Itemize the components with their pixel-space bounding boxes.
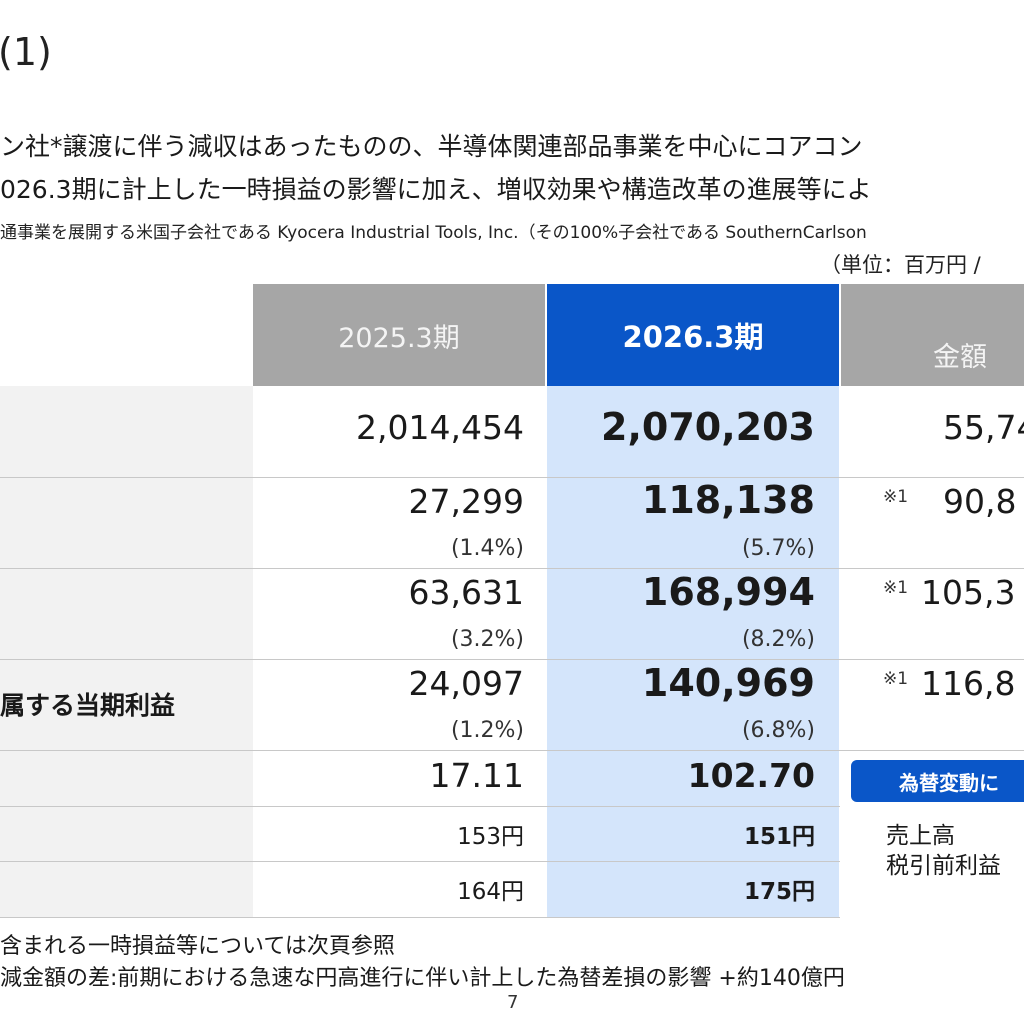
lead-text-line-2: 026.3期に計上した一時損益の影響に加え、増収効果や構造改革の進展等によ [0,175,872,204]
cell-prev-value: 27,299 [408,482,524,521]
cell-diff-value: 55,74 [943,408,1024,447]
cell-prev-value: 63,631 [408,573,524,612]
page-number: 7 [507,992,519,1013]
cell-prev-value: 2,014,454 [356,408,524,447]
footnote-marker: ※1 [883,578,909,598]
row-label-net-profit: 属する当期利益 [0,691,176,720]
row-divider [0,568,1024,569]
lead-text-line-1: ン社*譲渡に伴う減収はあったものの、半導体関連部品事業を中心にコアコン [0,132,863,161]
row-divider [0,861,840,862]
row-divider [0,806,840,807]
cell-prev-value: 17.11 [429,756,524,795]
header-amount: 金額 [841,284,1024,386]
current-period-column-highlight [547,386,839,918]
top-note: 通事業を展開する米国子会社である Kyocera Industrial Tool… [0,223,867,243]
row-divider [0,659,1024,660]
cell-curr-ratio: (8.2%) [741,627,815,652]
footnote-marker: ※1 [883,669,909,689]
cell-prev-ratio: (3.2%) [450,627,524,652]
row-divider [0,477,1024,478]
fx-item-revenue: 売上高 [886,823,955,849]
cell-prev-value: 153円 [457,824,524,850]
cell-prev-ratio: (1.2%) [450,718,524,743]
cell-diff-value: 90,8 [943,482,1017,521]
cell-prev-value: 24,097 [408,664,524,703]
cell-diff-value: 116,8 [921,664,1016,703]
footnote-2: 減金額の差:前期における急速な円高進行に伴い計上した為替差損の影響 +約140億… [0,966,845,991]
cell-prev-ratio: (1.4%) [450,536,524,561]
row-divider [0,750,1024,751]
fx-item-pretax-profit: 税引前利益 [886,853,1001,879]
footnote-1: 含まれる一時損益等については次頁参照 [0,934,395,959]
cell-prev-value: 164円 [457,879,524,905]
cell-curr-value: 118,138 [641,478,815,522]
cell-diff-value: 105,3 [921,573,1016,612]
cell-curr-value: 102.70 [687,756,815,795]
cell-curr-value: 151円 [743,824,815,850]
cell-curr-value: 175円 [743,879,815,905]
cell-curr-ratio: (5.7%) [741,536,815,561]
cell-curr-value: 168,994 [641,570,815,614]
page-title: (1) [0,30,52,74]
header-curr-period: 2026.3期 [547,284,839,386]
footnote-marker: ※1 [883,487,909,507]
cell-curr-value: 140,969 [641,661,815,705]
fx-impact-badge: 為替変動に [851,760,1024,802]
label-column [0,386,253,918]
cell-curr-ratio: (6.8%) [741,718,815,743]
cell-curr-value: 2,070,203 [601,405,815,449]
header-prev-period: 2025.3期 [253,284,545,386]
unit-label: （単位：百万円 / [820,253,981,277]
row-divider [0,917,840,918]
